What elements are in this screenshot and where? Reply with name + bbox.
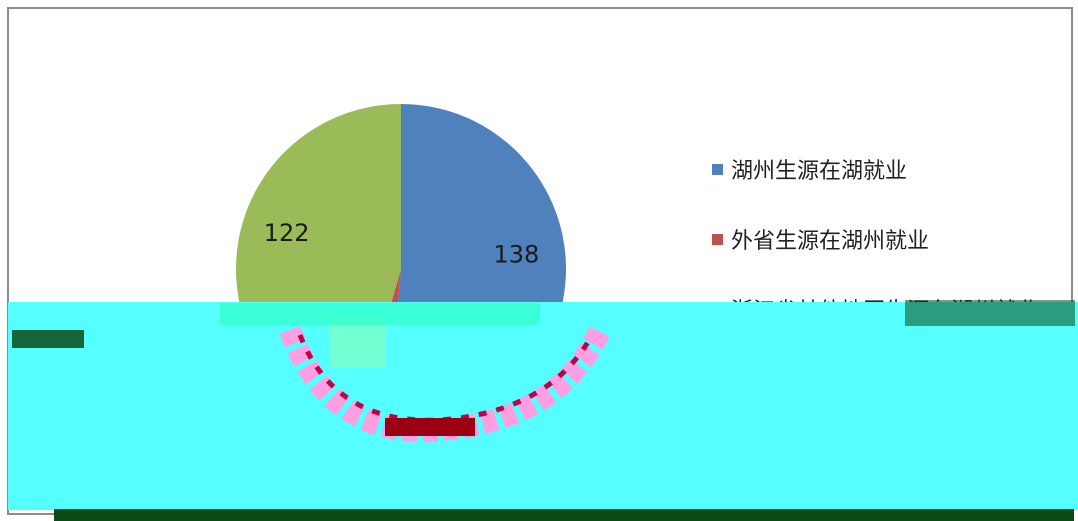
glitch-ghost-green [220,303,540,325]
legend-item-hz-local: 湖州生源在湖就业 [712,152,1052,186]
legend-swatch-red [712,233,723,245]
glitch-bottom-bar [54,509,1074,521]
legend-item-out-of-province: 外省生源在湖州就业 [712,222,1052,256]
glitch-dark-block [385,418,475,436]
glitch-right-noise [905,300,1075,326]
glitch-ghost-block [330,318,385,368]
glitch-left-noise [12,330,84,348]
glitch-ghost-arc-inner [297,333,595,423]
legend-swatch-blue [712,163,723,175]
glitch-ghost-arc [279,325,611,442]
legend-label-0: 湖州生源在湖就业 [731,159,908,184]
pie-data-label-0: 138 [493,240,539,268]
legend-label-1: 外省生源在湖州就业 [731,229,930,254]
pie-data-label-2: 122 [264,219,310,247]
